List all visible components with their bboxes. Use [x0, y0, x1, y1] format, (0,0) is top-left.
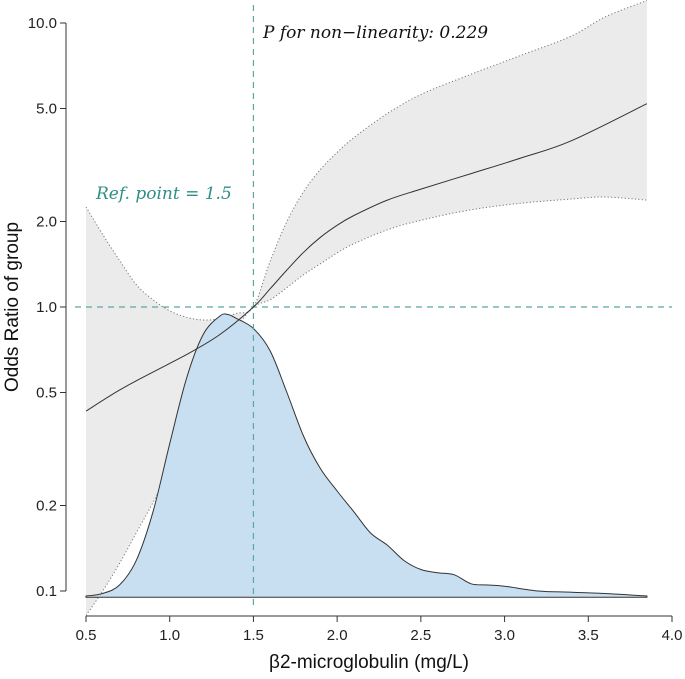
- y-tick-label: 0.1: [36, 583, 57, 600]
- y-tick-label: 0.2: [36, 498, 57, 515]
- x-tick-label: 1.0: [159, 627, 180, 644]
- axes: 0.5 1.0 1.5 2.0 2.5 3.0 3.5 4.0 0.1 0.2 0.5 1.0 2.0…: [28, 15, 683, 644]
- plot-area: [75, 0, 672, 616]
- confidence-upper-line: [85, 0, 648, 321]
- reference-point-annotation: Ref. point = 1.5: [95, 184, 232, 204]
- odds-ratio-line: [85, 103, 648, 412]
- x-tick-label: 1.5: [243, 627, 264, 644]
- y-tick-label: 10.0: [28, 15, 57, 32]
- y-tick-label: 2.0: [36, 214, 57, 231]
- x-tick-label: 4.0: [662, 627, 683, 644]
- x-tick-label: 2.5: [410, 627, 431, 644]
- x-tick-label: 3.0: [494, 627, 515, 644]
- x-tick-label: 2.0: [327, 627, 348, 644]
- y-tick-label: 0.5: [36, 384, 57, 401]
- x-tick-label: 3.5: [578, 627, 599, 644]
- x-axis-title: β2-microglobulin (mg/L): [269, 652, 469, 673]
- x-axis-ticks: 0.5 1.0 1.5 2.0 2.5 3.0 3.5 4.0: [76, 616, 683, 644]
- confidence-band: [86, 0, 647, 616]
- y-tick-label: 1.0: [36, 299, 57, 316]
- y-axis-title: Odds Ratio of group: [2, 222, 23, 392]
- p-value-annotation: P for non−linearity: 0.229: [262, 23, 488, 43]
- y-axis-ticks: 0.1 0.2 0.5 1.0 2.0 5.0 10.0: [28, 15, 66, 600]
- x-tick-label: 0.5: [76, 627, 97, 644]
- y-tick-label: 5.0: [36, 100, 57, 117]
- density-area: [85, 313, 648, 598]
